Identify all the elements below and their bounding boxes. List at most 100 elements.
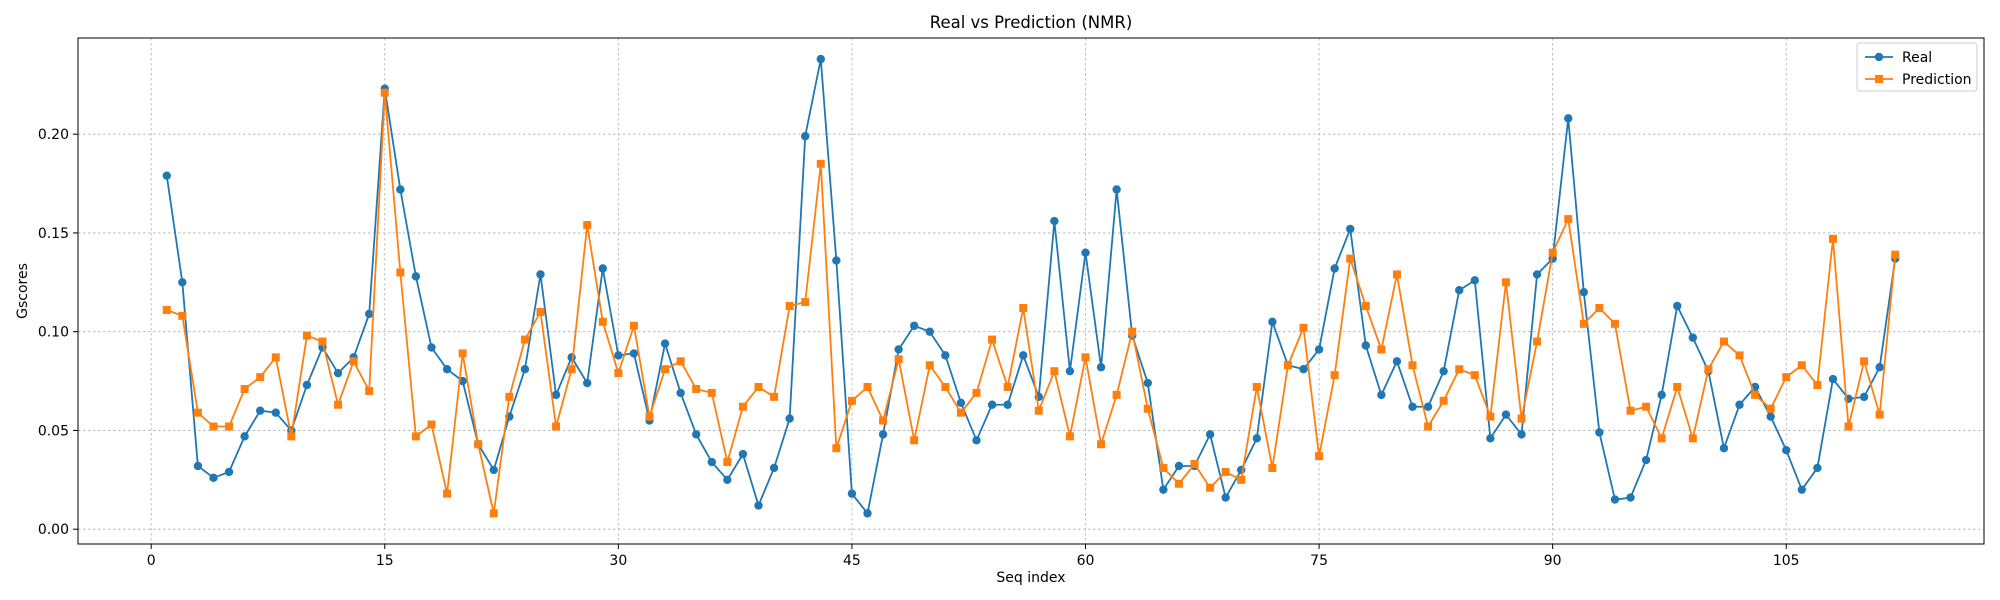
data-point-prediction	[1642, 402, 1651, 411]
data-point-real	[1003, 400, 1012, 409]
y-tick-label: 0.10	[38, 325, 69, 341]
data-point-real	[411, 272, 421, 281]
data-point-real	[1610, 495, 1620, 504]
data-point-prediction	[1813, 381, 1822, 390]
data-point-real	[1595, 428, 1604, 437]
data-point-prediction	[505, 392, 514, 401]
data-point-real	[396, 185, 405, 194]
data-point-real	[1143, 378, 1152, 388]
data-point-real	[816, 54, 825, 64]
data-point-real	[1081, 248, 1090, 257]
data-point-prediction	[1034, 406, 1043, 415]
legend-label: Prediction	[1902, 72, 1972, 88]
data-point-prediction	[1174, 479, 1183, 488]
data-point-prediction	[443, 489, 452, 498]
data-point-prediction	[489, 509, 498, 518]
data-point-real	[302, 380, 312, 390]
data-point-real	[801, 131, 810, 141]
data-point-real	[520, 365, 530, 374]
data-point-real	[1688, 333, 1698, 342]
data-point-real	[1268, 317, 1277, 327]
data-point-prediction	[770, 392, 779, 401]
data-point-real	[1455, 286, 1464, 295]
plot-frame	[77, 37, 1985, 545]
data-point-real	[692, 430, 701, 439]
data-point-real	[255, 406, 265, 415]
data-point-real	[629, 349, 639, 358]
data-point-real	[1719, 444, 1729, 453]
data-point-prediction	[1392, 270, 1401, 279]
x-tick-label: 75	[1310, 553, 1328, 569]
data-point-prediction	[1704, 365, 1713, 374]
data-point-real	[987, 400, 997, 409]
data-point-real	[925, 327, 934, 336]
data-point-prediction	[193, 408, 202, 417]
data-point-prediction	[1268, 463, 1277, 472]
data-point-prediction	[1143, 404, 1152, 413]
data-point-prediction	[1081, 353, 1090, 362]
data-point-real	[1050, 216, 1059, 226]
data-point-prediction	[863, 382, 872, 391]
data-point-real	[660, 339, 670, 348]
data-point-prediction	[209, 422, 218, 431]
legend: Real Prediction	[1856, 42, 1978, 92]
series-prediction	[162, 88, 1900, 518]
data-point-real	[1517, 430, 1526, 439]
y-tick-label: 0.00	[38, 522, 69, 538]
data-point-real	[847, 489, 857, 498]
data-point-prediction	[287, 432, 296, 441]
data-point-prediction	[178, 311, 187, 320]
data-point-real	[364, 309, 374, 319]
data-point-real	[1408, 402, 1417, 411]
data-point-real	[1766, 412, 1775, 421]
x-tick-label: 0	[147, 553, 156, 569]
data-point-prediction	[1751, 390, 1760, 399]
x-axis-label: Seq index	[996, 570, 1065, 586]
data-point-real	[1361, 341, 1370, 350]
data-point-prediction	[1361, 302, 1370, 311]
data-point-real	[1797, 485, 1807, 494]
data-point-prediction	[1206, 483, 1215, 492]
data-point-prediction	[1595, 303, 1604, 312]
data-point-prediction	[1860, 357, 1869, 366]
data-point-real	[551, 390, 561, 400]
x-tick-label: 45	[843, 553, 861, 569]
data-point-real	[1813, 463, 1822, 473]
data-point-prediction	[567, 365, 576, 374]
data-point-real	[769, 463, 779, 473]
data-point-real	[910, 321, 919, 330]
data-point-real	[1439, 366, 1448, 376]
data-point-prediction	[1003, 382, 1012, 391]
data-point-prediction	[1673, 382, 1682, 391]
data-point-prediction	[988, 335, 997, 344]
data-point-prediction	[380, 88, 389, 97]
data-point-real	[162, 171, 171, 180]
data-point-real	[894, 345, 903, 354]
data-point-real	[614, 351, 623, 360]
data-point-prediction	[598, 317, 607, 326]
series-line-real	[165, 58, 1897, 515]
data-point-real	[489, 465, 498, 475]
data-point-real	[1392, 357, 1402, 366]
data-point-real	[1657, 390, 1666, 400]
data-point-prediction	[1828, 234, 1837, 243]
data-point-prediction	[349, 357, 358, 366]
data-point-prediction	[1190, 460, 1199, 469]
data-point-prediction	[645, 412, 654, 421]
legend-item-real: Real	[1865, 50, 1932, 66]
data-point-prediction	[1579, 319, 1588, 328]
data-point-real	[1859, 392, 1869, 402]
x-tick-label: 60	[1077, 553, 1095, 569]
x-tick-label: 105	[1773, 553, 1800, 569]
data-point-prediction	[271, 353, 280, 362]
data-point-prediction	[1128, 327, 1137, 336]
data-point-prediction	[1346, 254, 1355, 263]
series-real	[162, 54, 1900, 518]
data-point-prediction	[1237, 475, 1246, 484]
data-point-real	[1470, 276, 1479, 285]
data-point-prediction	[941, 382, 950, 391]
data-point-real	[333, 368, 343, 378]
data-point-real	[956, 398, 966, 407]
data-point-prediction	[318, 337, 327, 346]
